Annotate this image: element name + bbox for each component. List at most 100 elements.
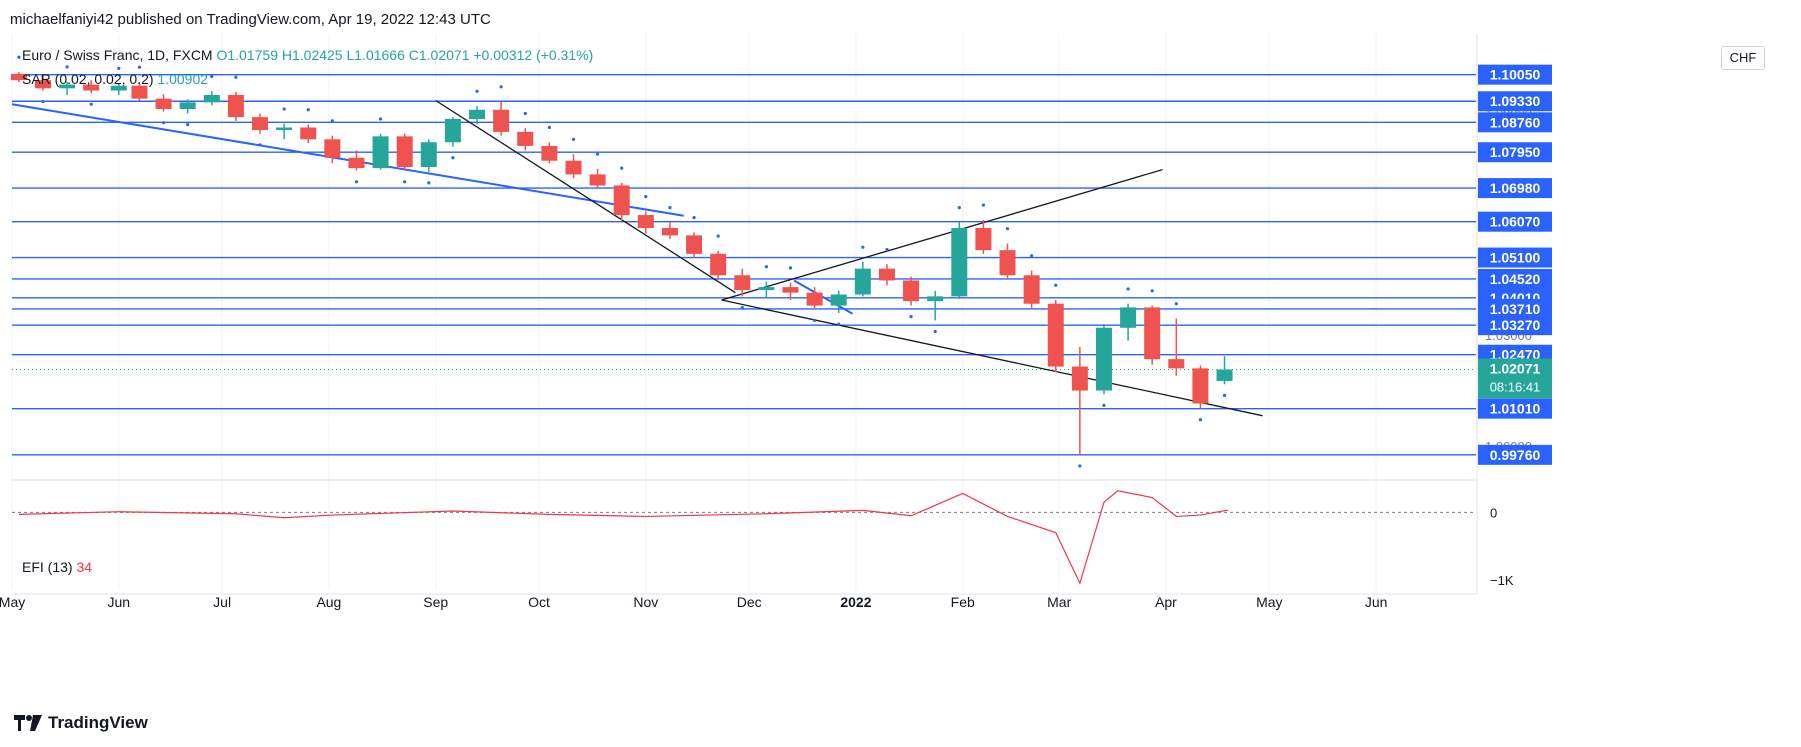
sar-dot [17, 55, 21, 59]
level-tag-label: 1.10050 [1490, 67, 1541, 83]
candle-body [541, 145, 558, 161]
level-tag [1478, 247, 1552, 268]
sar-dot [1222, 393, 1227, 397]
efi-label[interactable]: EFI (13) [22, 559, 73, 575]
x-tick-label: Dec [737, 594, 762, 610]
sar-dot [282, 107, 286, 111]
candle-body [35, 80, 52, 89]
level-tag-label: 1.03710 [1490, 301, 1541, 317]
candle-body [179, 102, 196, 110]
candle-body [110, 85, 127, 91]
x-tick-label: Aug [316, 594, 341, 610]
sar-dot [1150, 289, 1154, 293]
level-tag-label: 1.09330 [1490, 93, 1541, 109]
candle-body [1047, 303, 1064, 367]
efi-value: 34 [76, 559, 93, 575]
sar-dot [716, 234, 720, 238]
sar-dot [234, 75, 238, 79]
last-price-label: 1.02071 [1490, 360, 1541, 376]
symbol-name[interactable]: Euro / Swiss Franc, 1D, FXCM [22, 47, 213, 63]
x-tick-label: Oct [528, 594, 550, 610]
sar-dot [378, 117, 383, 121]
sar-dot [41, 100, 45, 104]
sar-dot [861, 245, 865, 249]
chart-grid [11, 34, 1377, 590]
sar-dot [427, 181, 431, 185]
candle-body [276, 127, 293, 131]
countdown-label: 08:16:41 [1490, 379, 1541, 394]
efi-legend: EFI (13) 34 [22, 559, 92, 575]
candle-body [1120, 307, 1137, 328]
sar-dot [764, 265, 768, 269]
x-tick-label: Sep [423, 594, 448, 610]
candle-body [1071, 366, 1088, 391]
candle-body [1168, 359, 1185, 369]
x-tick-label: Apr [1155, 594, 1177, 610]
candle-body [637, 215, 654, 228]
sar-dot [523, 111, 527, 116]
candle-body [734, 275, 751, 291]
sar-dot [89, 102, 93, 106]
candle-body [686, 235, 703, 254]
candle-body [155, 98, 172, 110]
sar-dot [306, 108, 310, 112]
candle-body [975, 227, 992, 251]
candle-body [878, 268, 895, 281]
candle-body [227, 94, 244, 118]
x-tick-label: Jul [213, 594, 231, 610]
sar-dot [137, 65, 142, 69]
level-tag [1478, 211, 1552, 232]
level-tag-label: 1.01010 [1490, 401, 1541, 417]
level-tag [1478, 112, 1552, 133]
sar-dot [186, 122, 190, 127]
candle-body [903, 280, 920, 302]
price-change: +0.00312 (+0.31%) [473, 47, 594, 63]
level-tag-label: 0.99760 [1490, 447, 1541, 463]
candle-body [372, 136, 389, 169]
candle-body [348, 157, 365, 169]
symbol-legend: Euro / Swiss Franc, 1D, FXCM O1.01759 H1… [22, 47, 593, 63]
sar-dot [547, 125, 551, 130]
sar-dot [403, 180, 407, 184]
level-tag-label: 1.03270 [1490, 317, 1541, 333]
sar-dot [354, 180, 359, 184]
trend-line [721, 299, 1263, 417]
candle-body [1144, 307, 1161, 360]
x-tick-label: May [1256, 594, 1282, 610]
sar-dot [65, 65, 69, 69]
sar-dot [330, 119, 334, 123]
sar-dot [1054, 283, 1058, 287]
level-tag [1478, 91, 1552, 112]
sar-legend: SAR (0.02, 0.02, 0.2) 1.00902 [22, 71, 208, 87]
candle-body [1095, 327, 1112, 391]
ohlc-values: O1.01759 H1.02425 L1.01666 C1.02071 [216, 47, 470, 63]
candle-body [565, 160, 582, 175]
horizontal-levels [12, 73, 1476, 456]
trend-lines [11, 99, 1263, 417]
sar-dot [813, 318, 817, 322]
trend-line [11, 103, 684, 217]
level-tag [1478, 64, 1552, 85]
last-price-tag [1478, 358, 1552, 399]
trend-line [721, 168, 1163, 301]
efi-line [18, 490, 1229, 585]
candle-body [444, 118, 461, 143]
trend-line [793, 279, 854, 315]
candle-body [493, 109, 510, 132]
sar-value: 1.00902 [157, 71, 209, 87]
sar-label[interactable]: SAR (0.02, 0.02, 0.2) [22, 71, 154, 87]
candle-body [758, 287, 775, 291]
level-tag-label: 1.04520 [1490, 271, 1541, 287]
candle-body [59, 84, 76, 89]
sar-dot [499, 85, 503, 89]
candle-body [589, 174, 606, 186]
sar-dot [1126, 287, 1130, 291]
sar-dot [210, 74, 214, 79]
sar-dot [1198, 418, 1203, 422]
sar-dots [17, 55, 1227, 468]
candle-body [951, 227, 968, 297]
x-tick-label: Jun [107, 594, 130, 610]
footer-brand[interactable]: TradingView [14, 713, 148, 733]
currency-button[interactable]: CHF [1721, 46, 1765, 70]
